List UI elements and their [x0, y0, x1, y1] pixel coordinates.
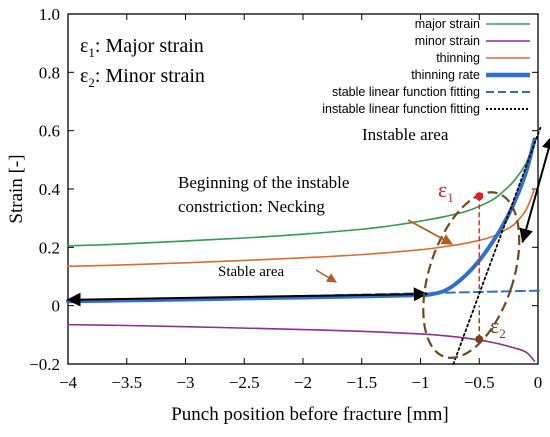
eps2-marker-dot — [475, 335, 484, 344]
x-axis-label: Punch position before fracture [mm] — [171, 404, 449, 425]
series-minor-strain — [67, 323, 536, 362]
y-tick-label: 0.8 — [39, 63, 60, 82]
eps2-marker-label: ε2 — [490, 313, 506, 341]
y-tick-label: 0.6 — [39, 122, 60, 141]
legend-label: major strain — [415, 17, 480, 31]
x-tick-label: −1.5 — [346, 373, 377, 392]
eps1-marker-dot — [475, 192, 484, 201]
legend-label: thinning — [436, 51, 480, 65]
legend-label: thinning rate — [411, 68, 480, 82]
series-thinning-rate — [66, 137, 537, 304]
eps1-subscript: 1 — [88, 45, 95, 60]
eps2-symbol: ε — [80, 65, 88, 87]
stable-area-arrow — [66, 287, 428, 307]
eps1-definition: ε1: Major strain — [80, 35, 204, 60]
necking-label-line1: Beginning of the instable — [178, 173, 349, 192]
eps2-marker-subscript: 2 — [499, 326, 506, 341]
x-tick-label: −2 — [294, 373, 312, 392]
legend-label: stable linear function fitting — [332, 85, 480, 99]
legend: major strain minor strain thinning thinning… — [322, 17, 530, 116]
y-tick-label: 0 — [52, 297, 61, 316]
y-tick-label: 1.0 — [39, 5, 60, 24]
series-major-strain — [67, 138, 536, 247]
stable-area-label: Stable area — [218, 264, 285, 280]
x-tick-label: 0 — [534, 373, 543, 392]
instable-area-label: Instable area — [362, 125, 449, 144]
necking-pointer-arrow — [407, 219, 453, 245]
eps1-symbol: ε — [80, 35, 88, 57]
eps1-text: : Major strain — [95, 35, 204, 57]
eps1-marker-subscript: 1 — [447, 190, 454, 205]
necking-ellipse — [422, 191, 521, 359]
x-tick-label: −4 — [59, 373, 78, 392]
stable-pointer-arrow — [315, 269, 337, 283]
x-tick-label: −2.5 — [229, 373, 260, 392]
y-tick-label: 0.4 — [39, 180, 61, 199]
eps1-marker-label: ε1 — [438, 177, 454, 205]
x-tick-label: −3.5 — [111, 373, 142, 392]
eps2-definition: ε2: Minor strain — [80, 65, 205, 90]
y-tick-label: −0.2 — [29, 355, 60, 374]
eps2-marker-symbol: ε — [490, 313, 499, 338]
eps2-subscript: 2 — [88, 75, 95, 90]
legend-label: instable linear function fitting — [322, 102, 480, 116]
x-tick-label: −3 — [176, 373, 194, 392]
series-thinning — [67, 188, 536, 268]
overlay-layer — [315, 191, 521, 359]
legend-label: minor strain — [415, 34, 480, 48]
y-tick-label: 0.2 — [39, 238, 60, 257]
axis-ticks: −4 −3.5 −3 −2.5 −2 −1.5 −1 −0.5 0 −0.2 0 0.2 0.4 0.6 0… — [29, 5, 542, 392]
series-layer — [66, 126, 550, 365]
necking-label-line2: constriction: Necking — [178, 197, 325, 216]
eps2-text: : Minor strain — [95, 65, 205, 87]
x-tick-label: −1 — [411, 373, 429, 392]
x-tick-label: −0.5 — [464, 373, 495, 392]
y-axis-label: Strain [-] — [6, 154, 27, 223]
eps1-marker-symbol: ε — [438, 177, 447, 202]
instable-area-arrow — [519, 135, 550, 243]
